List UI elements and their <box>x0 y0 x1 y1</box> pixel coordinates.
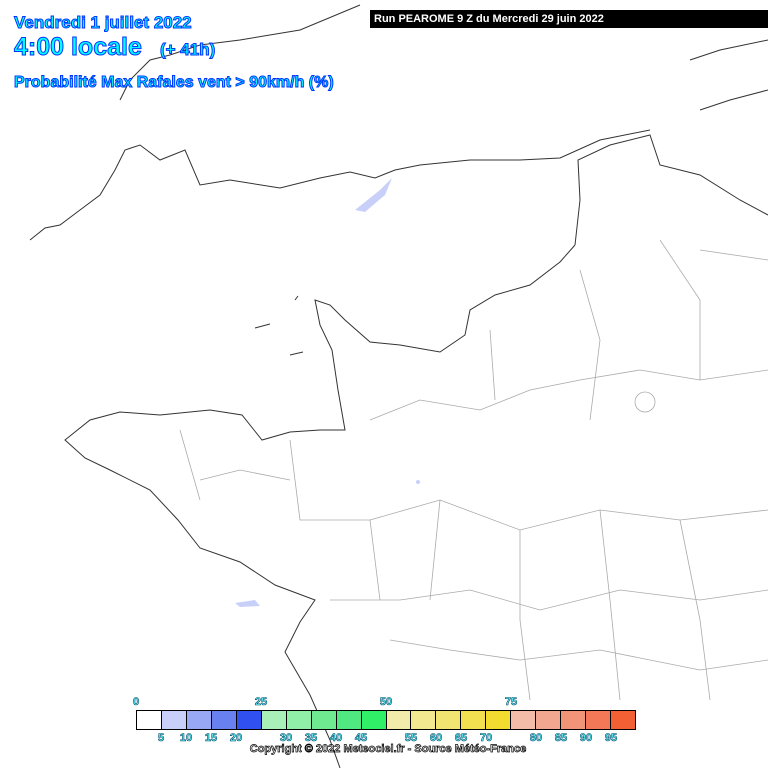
legend-label: 40 <box>329 732 343 745</box>
legend-swatch <box>261 711 287 729</box>
legend-label: 50 <box>379 696 393 709</box>
legend-label: 5 <box>157 732 165 745</box>
legend-swatch <box>586 711 612 729</box>
water-bodies <box>235 178 420 607</box>
legend-label: 25 <box>254 696 268 709</box>
legend-label: 30 <box>279 732 293 745</box>
color-legend <box>136 710 636 730</box>
legend-label: 80 <box>529 732 543 745</box>
parameter-title: Probabilité Max Rafales vent > 90km/h (%… <box>14 74 335 92</box>
copyright: Copyright © 2022 Meteociel.fr - Source M… <box>249 743 527 756</box>
legend-swatch <box>286 711 312 729</box>
forecast-time: 4:00 locale <box>14 33 143 62</box>
legend-swatch <box>411 711 437 729</box>
run-info: Run PEAROME 9 Z du Mercredi 29 juin 2022 <box>370 10 768 28</box>
legend-label: 75 <box>504 696 518 709</box>
legend-swatch <box>611 711 636 729</box>
legend-swatch <box>361 711 387 729</box>
legend-swatch <box>386 711 412 729</box>
legend-label: 45 <box>354 732 368 745</box>
forecast-date: Vendredi 1 juillet 2022 <box>14 13 193 33</box>
legend-swatch <box>511 711 537 729</box>
legend-swatch <box>311 711 337 729</box>
forecast-offset: (+ 41h) <box>159 40 216 60</box>
legend-swatch <box>486 711 512 729</box>
legend-swatch <box>236 711 262 729</box>
legend-swatch <box>161 711 187 729</box>
legend-label: 95 <box>604 732 618 745</box>
legend-swatch <box>211 711 237 729</box>
legend-swatch <box>436 711 462 729</box>
legend-label: 20 <box>229 732 243 745</box>
legend-label: 15 <box>204 732 218 745</box>
legend-swatch <box>461 711 487 729</box>
legend-label: 90 <box>579 732 593 745</box>
legend-swatch <box>336 711 362 729</box>
legend-label: 60 <box>429 732 443 745</box>
legend-swatch <box>536 711 562 729</box>
legend-label: 70 <box>479 732 493 745</box>
legend-label: 55 <box>404 732 418 745</box>
legend-label: 65 <box>454 732 468 745</box>
legend-label: 35 <box>304 732 318 745</box>
admin-borders <box>179 239 768 701</box>
legend-label: 0 <box>132 696 140 709</box>
coastline <box>29 4 768 768</box>
legend-label: 10 <box>179 732 193 745</box>
legend-swatch <box>186 711 212 729</box>
legend-label: 85 <box>554 732 568 745</box>
legend-swatch <box>561 711 587 729</box>
legend-swatch <box>137 711 162 729</box>
